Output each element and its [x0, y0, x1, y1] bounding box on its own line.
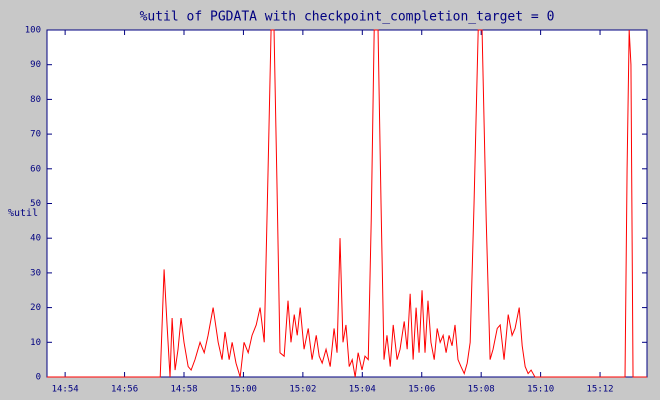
y-tick-label: 10 [30, 338, 41, 348]
chart-title: %util of PGDATA with checkpoint_completi… [140, 10, 555, 25]
x-tick-label: 15:10 [527, 385, 554, 395]
x-tick-label: 15:12 [586, 385, 613, 395]
y-tick-label: 90 [30, 60, 41, 70]
y-tick-label: 60 [30, 164, 41, 174]
y-tick-label: 0 [36, 373, 41, 383]
x-tick-label: 14:56 [111, 385, 138, 395]
y-tick-label: 30 [30, 268, 41, 278]
plot-area [46, 29, 648, 378]
x-tick-label: 15:04 [349, 385, 376, 395]
x-tick-label: 14:54 [52, 385, 79, 395]
y-tick-label: 80 [30, 95, 41, 105]
x-tick-label: 15:02 [289, 385, 316, 395]
y-tick-label: 20 [30, 303, 41, 313]
x-tick-label: 14:58 [170, 385, 197, 395]
data-line [47, 29, 647, 378]
x-tick-label: 15:06 [408, 385, 435, 395]
y-axis-label: %util [8, 208, 38, 219]
y-tick-label: 50 [30, 199, 41, 209]
y-tick-label: 40 [30, 234, 41, 244]
x-tick-label: 15:00 [230, 385, 257, 395]
y-tick-label: 70 [30, 130, 41, 140]
x-tick-label: 15:08 [468, 385, 495, 395]
y-tick-label: 100 [25, 26, 41, 36]
